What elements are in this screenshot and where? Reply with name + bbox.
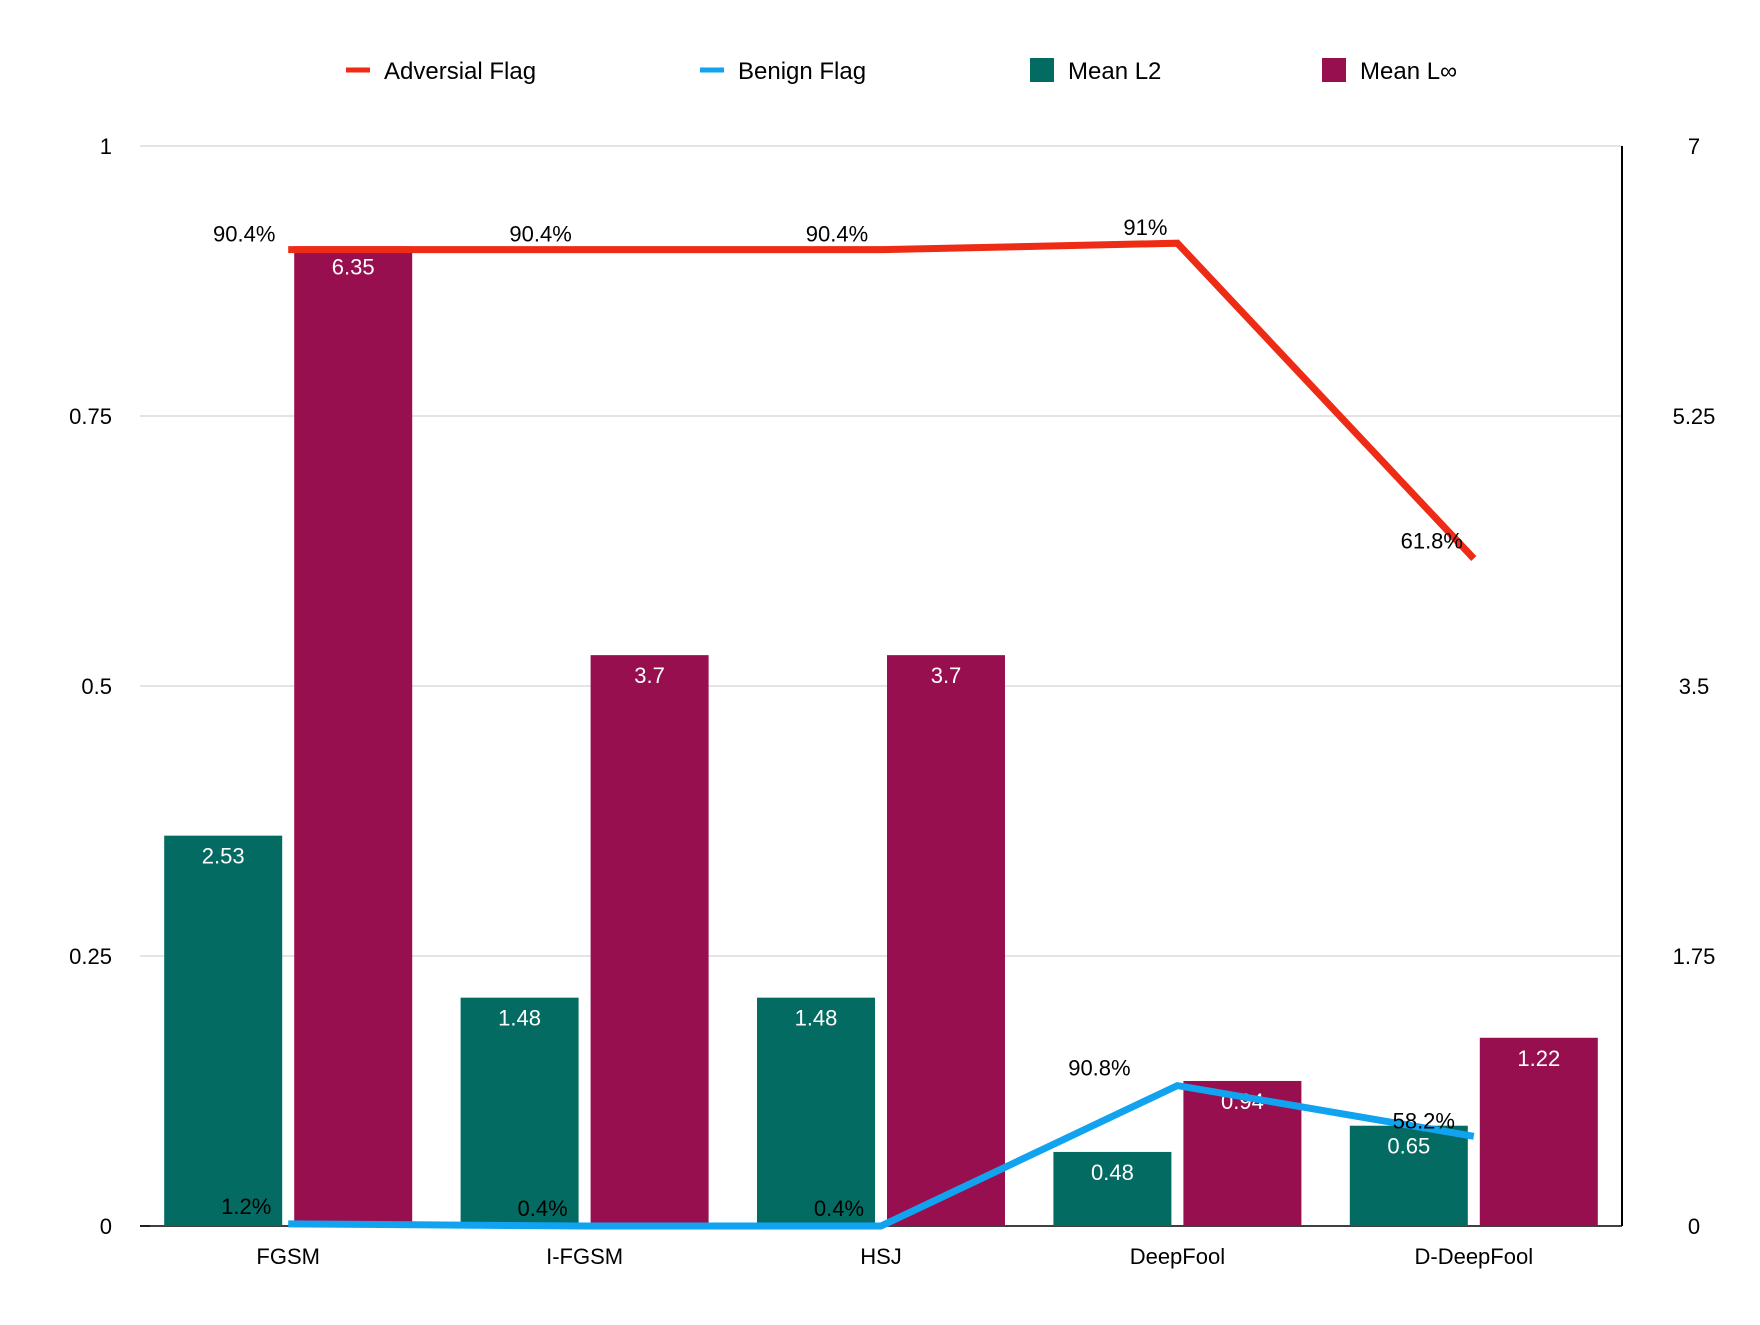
bar-mean-l- xyxy=(590,655,709,1226)
bar-mean-l- xyxy=(294,246,413,1227)
y-right-tick-label: 3.5 xyxy=(1679,674,1710,699)
y-left-tick-label: 0.75 xyxy=(69,404,112,429)
line-value-label: 61.8% xyxy=(1401,529,1463,554)
bar-value-label: 3.7 xyxy=(634,663,665,688)
x-category-label: I-FGSM xyxy=(546,1244,623,1269)
line-value-label: 90.4% xyxy=(806,222,868,247)
y-left-tick-label: 1 xyxy=(100,134,112,159)
bar-value-label: 2.53 xyxy=(202,844,245,869)
legend-label: Mean L2 xyxy=(1068,58,1161,85)
line-value-label: 1.2% xyxy=(221,1194,271,1219)
bar-value-label: 6.35 xyxy=(332,254,375,279)
legend-label: Mean L∞ xyxy=(1360,58,1457,85)
bar-mean-l- xyxy=(887,655,1005,1226)
line-benign-flag xyxy=(288,1081,1475,1230)
y-left-tick-label: 0.5 xyxy=(81,674,112,699)
legend-label: Adversial Flag xyxy=(384,58,536,85)
y-right-tick-label: 7 xyxy=(1688,134,1700,159)
x-category-label: DeepFool xyxy=(1130,1244,1225,1269)
bar-value-label: 1.48 xyxy=(498,1006,541,1031)
line-value-label: 91% xyxy=(1123,215,1167,240)
bar-mean-l2 xyxy=(460,997,579,1226)
bar-value-label: 0.48 xyxy=(1091,1160,1134,1185)
bar-mean-l2 xyxy=(1349,1125,1468,1226)
legend-swatch-box xyxy=(1030,58,1054,82)
bar-mean-l- xyxy=(1479,1037,1598,1226)
bar-value-label: 1.48 xyxy=(795,1006,838,1031)
y-left-tick-label: 0.25 xyxy=(69,944,112,969)
legend-label: Benign Flag xyxy=(738,58,866,85)
y-right-tick-label: 1.75 xyxy=(1673,944,1716,969)
line-value-label: 58.2% xyxy=(1393,1108,1455,1133)
y-right-tick-label: 5.25 xyxy=(1673,404,1716,429)
bar-mean-l2 xyxy=(1053,1151,1172,1226)
legend-swatch-box xyxy=(1322,58,1346,82)
bar-value-label: 1.22 xyxy=(1517,1046,1560,1071)
line-value-label: 90.4% xyxy=(213,222,275,247)
line-value-label: 90.4% xyxy=(509,222,571,247)
bar-value-label: 0.65 xyxy=(1387,1134,1430,1159)
y-left-tick-label: 0 xyxy=(100,1214,112,1239)
x-category-label: FGSM xyxy=(256,1244,320,1269)
line-value-label: 0.4% xyxy=(814,1196,864,1221)
y-right-tick-label: 0 xyxy=(1688,1214,1700,1239)
line-adversial-flag xyxy=(288,239,1477,561)
bar-mean-l2 xyxy=(757,997,875,1226)
x-category-label: D-DeepFool xyxy=(1414,1244,1533,1269)
x-category-label: HSJ xyxy=(860,1244,902,1269)
bar-mean-l2 xyxy=(164,835,283,1226)
bar-value-label: 3.7 xyxy=(931,663,962,688)
line-value-label: 0.4% xyxy=(518,1196,568,1221)
line-value-label: 90.8% xyxy=(1068,1056,1130,1081)
